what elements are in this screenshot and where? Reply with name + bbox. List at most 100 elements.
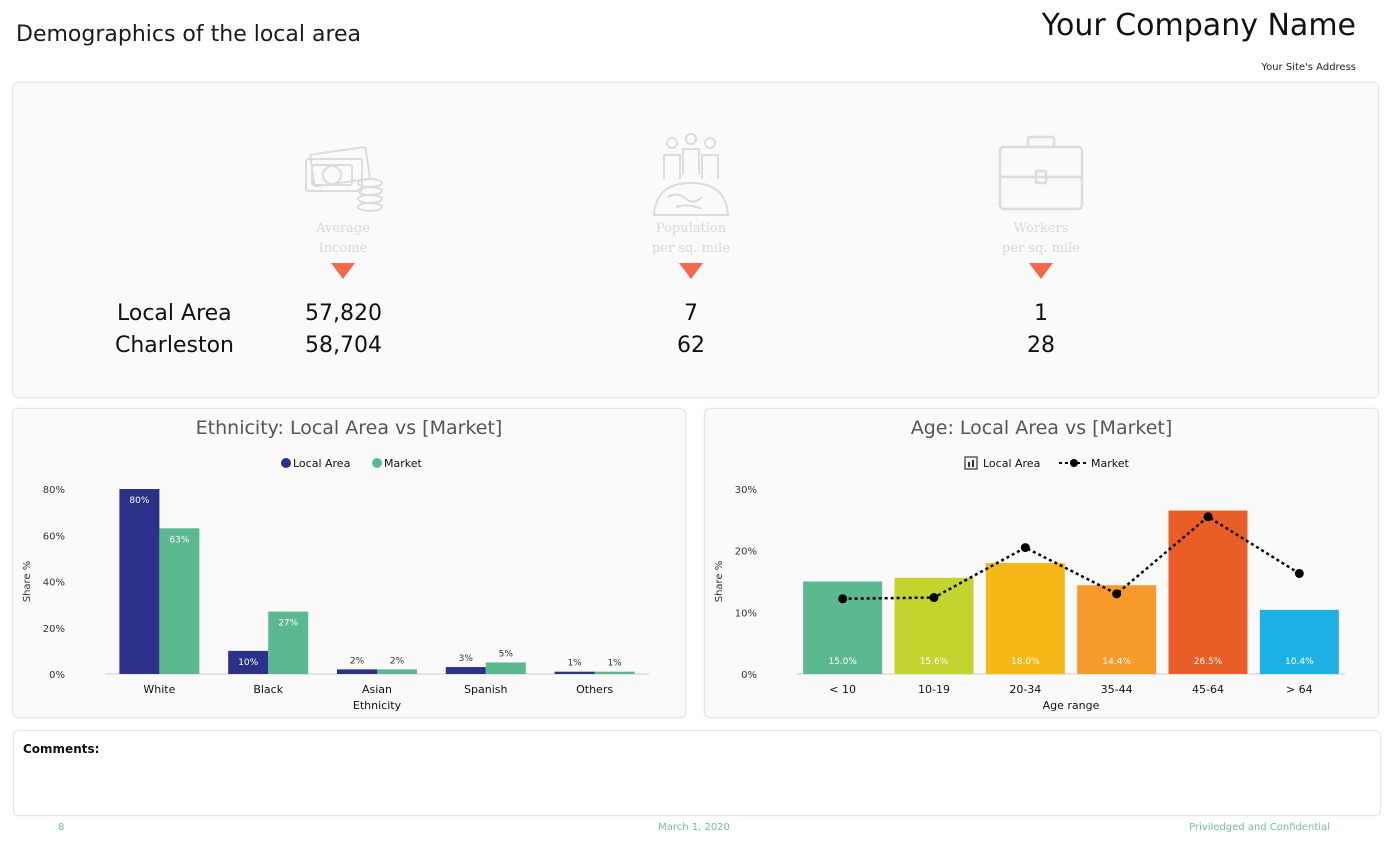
site-address: Your Site's Address — [1261, 62, 1356, 73]
data-label: 5% — [499, 649, 514, 659]
bar-local-area — [1259, 609, 1339, 674]
page-title: Demographics of the local area — [16, 22, 362, 47]
data-label: 27% — [278, 619, 298, 629]
data-label: 14.4% — [1102, 657, 1131, 667]
age-chart-title: Age: Local Area vs [Market] — [910, 417, 1173, 439]
y-tick-label: 40% — [43, 578, 65, 589]
page-number: 8 — [58, 822, 65, 833]
x-tick-label: > 64 — [1286, 683, 1313, 696]
age-chart-panel: Age: Local Area vs [Market] 0% 10% 20% 30% S… — [704, 408, 1379, 718]
kpi-average-income: Average Income — [243, 131, 443, 279]
point-market — [838, 594, 848, 604]
kpi-caption-workers: Workers per sq. mile — [1002, 221, 1080, 256]
data-label: 15.0% — [828, 657, 857, 667]
data-label: 1% — [567, 659, 582, 669]
x-tick-label: Black — [253, 683, 283, 696]
ethnicity-chart-title: Ethnicity: Local Area vs [Market] — [195, 417, 503, 439]
bar-market — [159, 528, 200, 674]
y-tick-label: 80% — [43, 485, 65, 496]
bar-chart-icon — [964, 456, 978, 470]
data-label: 3% — [459, 654, 474, 664]
bar-local-area — [985, 563, 1065, 674]
y-axis-label: Share % — [22, 561, 33, 603]
kpi-value-population-local: 7 — [684, 301, 698, 326]
legend-label: Market — [1091, 457, 1129, 470]
kpi-value-income-local: 57,820 — [305, 301, 382, 326]
x-tick-label: Spanish — [464, 683, 507, 696]
bar-chart-icon-bar — [972, 460, 974, 467]
data-label: 10.4% — [1285, 657, 1314, 667]
bar-local-area — [445, 667, 486, 674]
down-arrow-icon — [679, 263, 703, 279]
kpi-caption-income: Average Income — [316, 221, 370, 256]
y-tick-label: 20% — [43, 624, 65, 635]
y-tick-label: 0% — [49, 670, 65, 681]
kpi-panel: Average Income Population per sq. mile — [12, 82, 1379, 398]
footer-date: March 1, 2020 — [658, 822, 730, 833]
row-label-charleston: Charleston — [115, 333, 234, 358]
bar-local-area — [1077, 585, 1157, 674]
data-label: 15.6% — [920, 657, 949, 667]
x-tick-label: 35-44 — [1101, 683, 1133, 696]
ethnicity-chart-panel: Ethnicity: Local Area vs [Market] 0% 20% 4… — [12, 408, 686, 718]
y-axis-label: Share % — [714, 561, 725, 603]
x-tick-label: Others — [576, 683, 613, 696]
x-tick-label: 20-34 — [1009, 683, 1041, 696]
kpi-workers: Workers per sq. mile — [941, 131, 1141, 279]
bar-chart-icon-bar — [968, 462, 970, 467]
point-market — [1020, 543, 1030, 553]
legend-label: Market — [384, 457, 422, 470]
briefcase-icon — [998, 135, 1084, 211]
x-tick-label: 45-64 — [1192, 683, 1224, 696]
x-tick-label: Asian — [362, 683, 392, 696]
point-market — [929, 593, 939, 603]
x-tick-label: White — [143, 683, 175, 696]
footer-confidential: Priviledged and Confidential — [1189, 822, 1330, 833]
money-icon — [305, 146, 383, 212]
kpi-caption-population: Population per sq. mile — [652, 221, 730, 256]
bar-market — [268, 611, 309, 674]
bar-market — [594, 671, 635, 674]
kpi-value-workers-market: 28 — [1027, 333, 1055, 358]
x-tick-label: 10-19 — [918, 683, 950, 696]
kpi-population: Population per sq. mile — [591, 131, 791, 279]
bar-local-area — [554, 671, 595, 674]
row-label-local-area: Local Area — [117, 301, 232, 326]
legend-marker — [1070, 459, 1078, 467]
y-tick-label: 30% — [735, 485, 757, 496]
x-tick-label: < 10 — [829, 683, 856, 696]
bar-local-area — [228, 650, 269, 674]
data-label: 10% — [238, 658, 258, 668]
legend-label: Local Area — [983, 457, 1040, 470]
kpi-value-workers-local: 1 — [1034, 301, 1048, 326]
legend-label: Local Area — [293, 457, 350, 470]
x-axis-label: Age range — [1043, 699, 1100, 712]
point-market — [1203, 512, 1213, 522]
y-tick-label: 10% — [735, 608, 757, 619]
y-tick-label: 20% — [735, 547, 757, 558]
bar-local-area — [119, 489, 160, 674]
legend-marker — [372, 458, 382, 468]
legend-marker — [281, 458, 291, 468]
x-axis-label: Ethnicity — [353, 699, 402, 712]
age-chart: 0% 10% 20% 30% Share % 15.0% < 10 15.6% 10-19 18.… — [714, 456, 1345, 712]
y-tick-label: 60% — [43, 531, 65, 542]
down-arrow-icon — [331, 263, 355, 279]
data-label: 80% — [129, 496, 149, 506]
bar-market — [485, 662, 526, 674]
down-arrow-icon — [1029, 263, 1053, 279]
data-label: 18.0% — [1011, 657, 1040, 667]
kpi-value-population-market: 62 — [677, 333, 705, 358]
comments-panel: Comments: — [13, 730, 1381, 816]
data-label: 2% — [390, 656, 405, 666]
company-name: Your Company Name — [1041, 8, 1356, 43]
point-market — [1294, 568, 1304, 578]
data-label: 63% — [169, 535, 189, 545]
kpi-value-income-market: 58,704 — [305, 333, 382, 358]
comments-label: Comments: — [23, 742, 100, 756]
y-tick-label: 0% — [741, 670, 757, 681]
ethnicity-chart: 0% 20% 40% 60% 80% Share % 80% 63% White 10% 27% Bl… — [22, 457, 649, 712]
data-label: 2% — [350, 656, 365, 666]
data-label: 1% — [607, 659, 622, 669]
bar-local-area — [337, 669, 377, 674]
